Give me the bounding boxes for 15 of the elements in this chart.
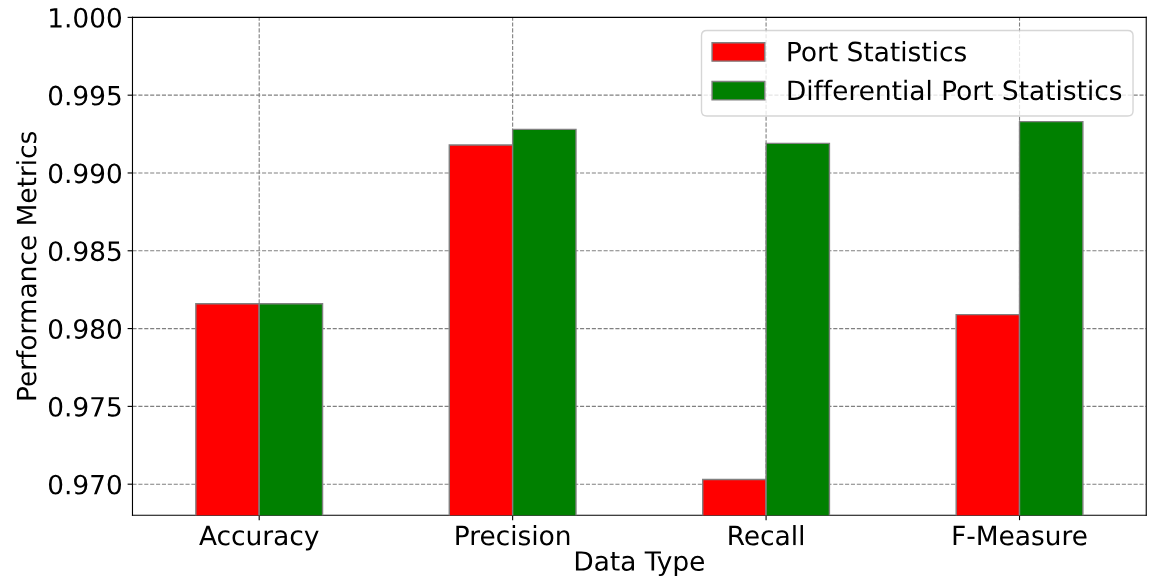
x-axis-title: Data Type <box>575 551 704 577</box>
y-tick-label: 1.000 <box>50 7 122 28</box>
x-tick-label: F-Measure <box>953 525 1087 546</box>
x-tick-label: Accuracy <box>199 525 319 551</box>
legend-label: Port Statistics <box>788 41 966 62</box>
x-tick-label: Recall <box>729 525 803 546</box>
y-tick-label: 0.970 <box>48 474 122 495</box>
y-axis-title: Performance Metrics <box>16 131 37 400</box>
y-tick-label: 0.980 <box>48 319 122 339</box>
y-tick-label: 0.990 <box>48 163 122 184</box>
y-tick-label: 0.975 <box>48 396 121 417</box>
legend-label: Differential Port Statistics <box>788 79 1122 101</box>
y-tick-label: 0.995 <box>48 85 121 106</box>
y-tick-label: 0.985 <box>48 241 121 262</box>
x-tick-label: Precision <box>456 525 570 546</box>
